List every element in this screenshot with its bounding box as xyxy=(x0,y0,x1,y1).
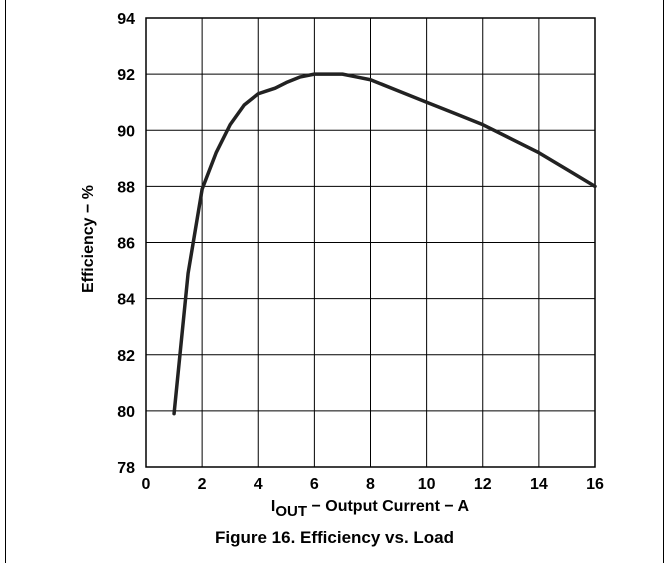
x-tick-label: 0 xyxy=(142,476,151,493)
y-tick-label: 82 xyxy=(117,348,135,365)
grid-lines xyxy=(145,17,596,468)
tick-labels: 0 2 4 6 8 10 12 14 16 78 80 82 84 86 88 90 92 94 xyxy=(117,11,604,493)
x-tick-label: 16 xyxy=(586,476,604,493)
x-axis-label: IOUT − Output Current − A xyxy=(271,498,470,520)
y-tick-label: 78 xyxy=(117,460,135,477)
x-tick-label: 12 xyxy=(474,476,492,493)
plot-area xyxy=(145,17,597,468)
y-tick-label: 86 xyxy=(117,236,135,253)
y-axis-label: Efficiency − % xyxy=(80,185,97,293)
y-tick-label: 90 xyxy=(117,123,135,140)
x-axis-label-main: I xyxy=(271,498,275,515)
y-tick-label: 92 xyxy=(117,67,135,84)
x-axis-label-rest: − Output Current − A xyxy=(307,498,470,515)
x-tick-label: 6 xyxy=(310,476,319,493)
figure-caption: Figure 16. Efficiency vs. Load xyxy=(214,528,455,547)
efficiency-series-line xyxy=(172,72,597,416)
x-tick-label: 10 xyxy=(418,476,436,493)
y-tick-label: 94 xyxy=(117,11,135,28)
page-border-right xyxy=(663,0,664,563)
x-axis-label-subscript: OUT xyxy=(275,503,307,520)
y-tick-label: 80 xyxy=(117,404,135,421)
y-tick-label: 84 xyxy=(117,292,135,309)
x-tick-label: 8 xyxy=(366,476,375,493)
x-tick-label: 14 xyxy=(530,476,548,493)
x-tick-label: 4 xyxy=(254,476,263,493)
y-tick-label: 88 xyxy=(117,179,135,196)
page-border-left xyxy=(5,0,6,563)
plot-border xyxy=(145,17,596,468)
x-tick-label: 2 xyxy=(198,476,207,493)
